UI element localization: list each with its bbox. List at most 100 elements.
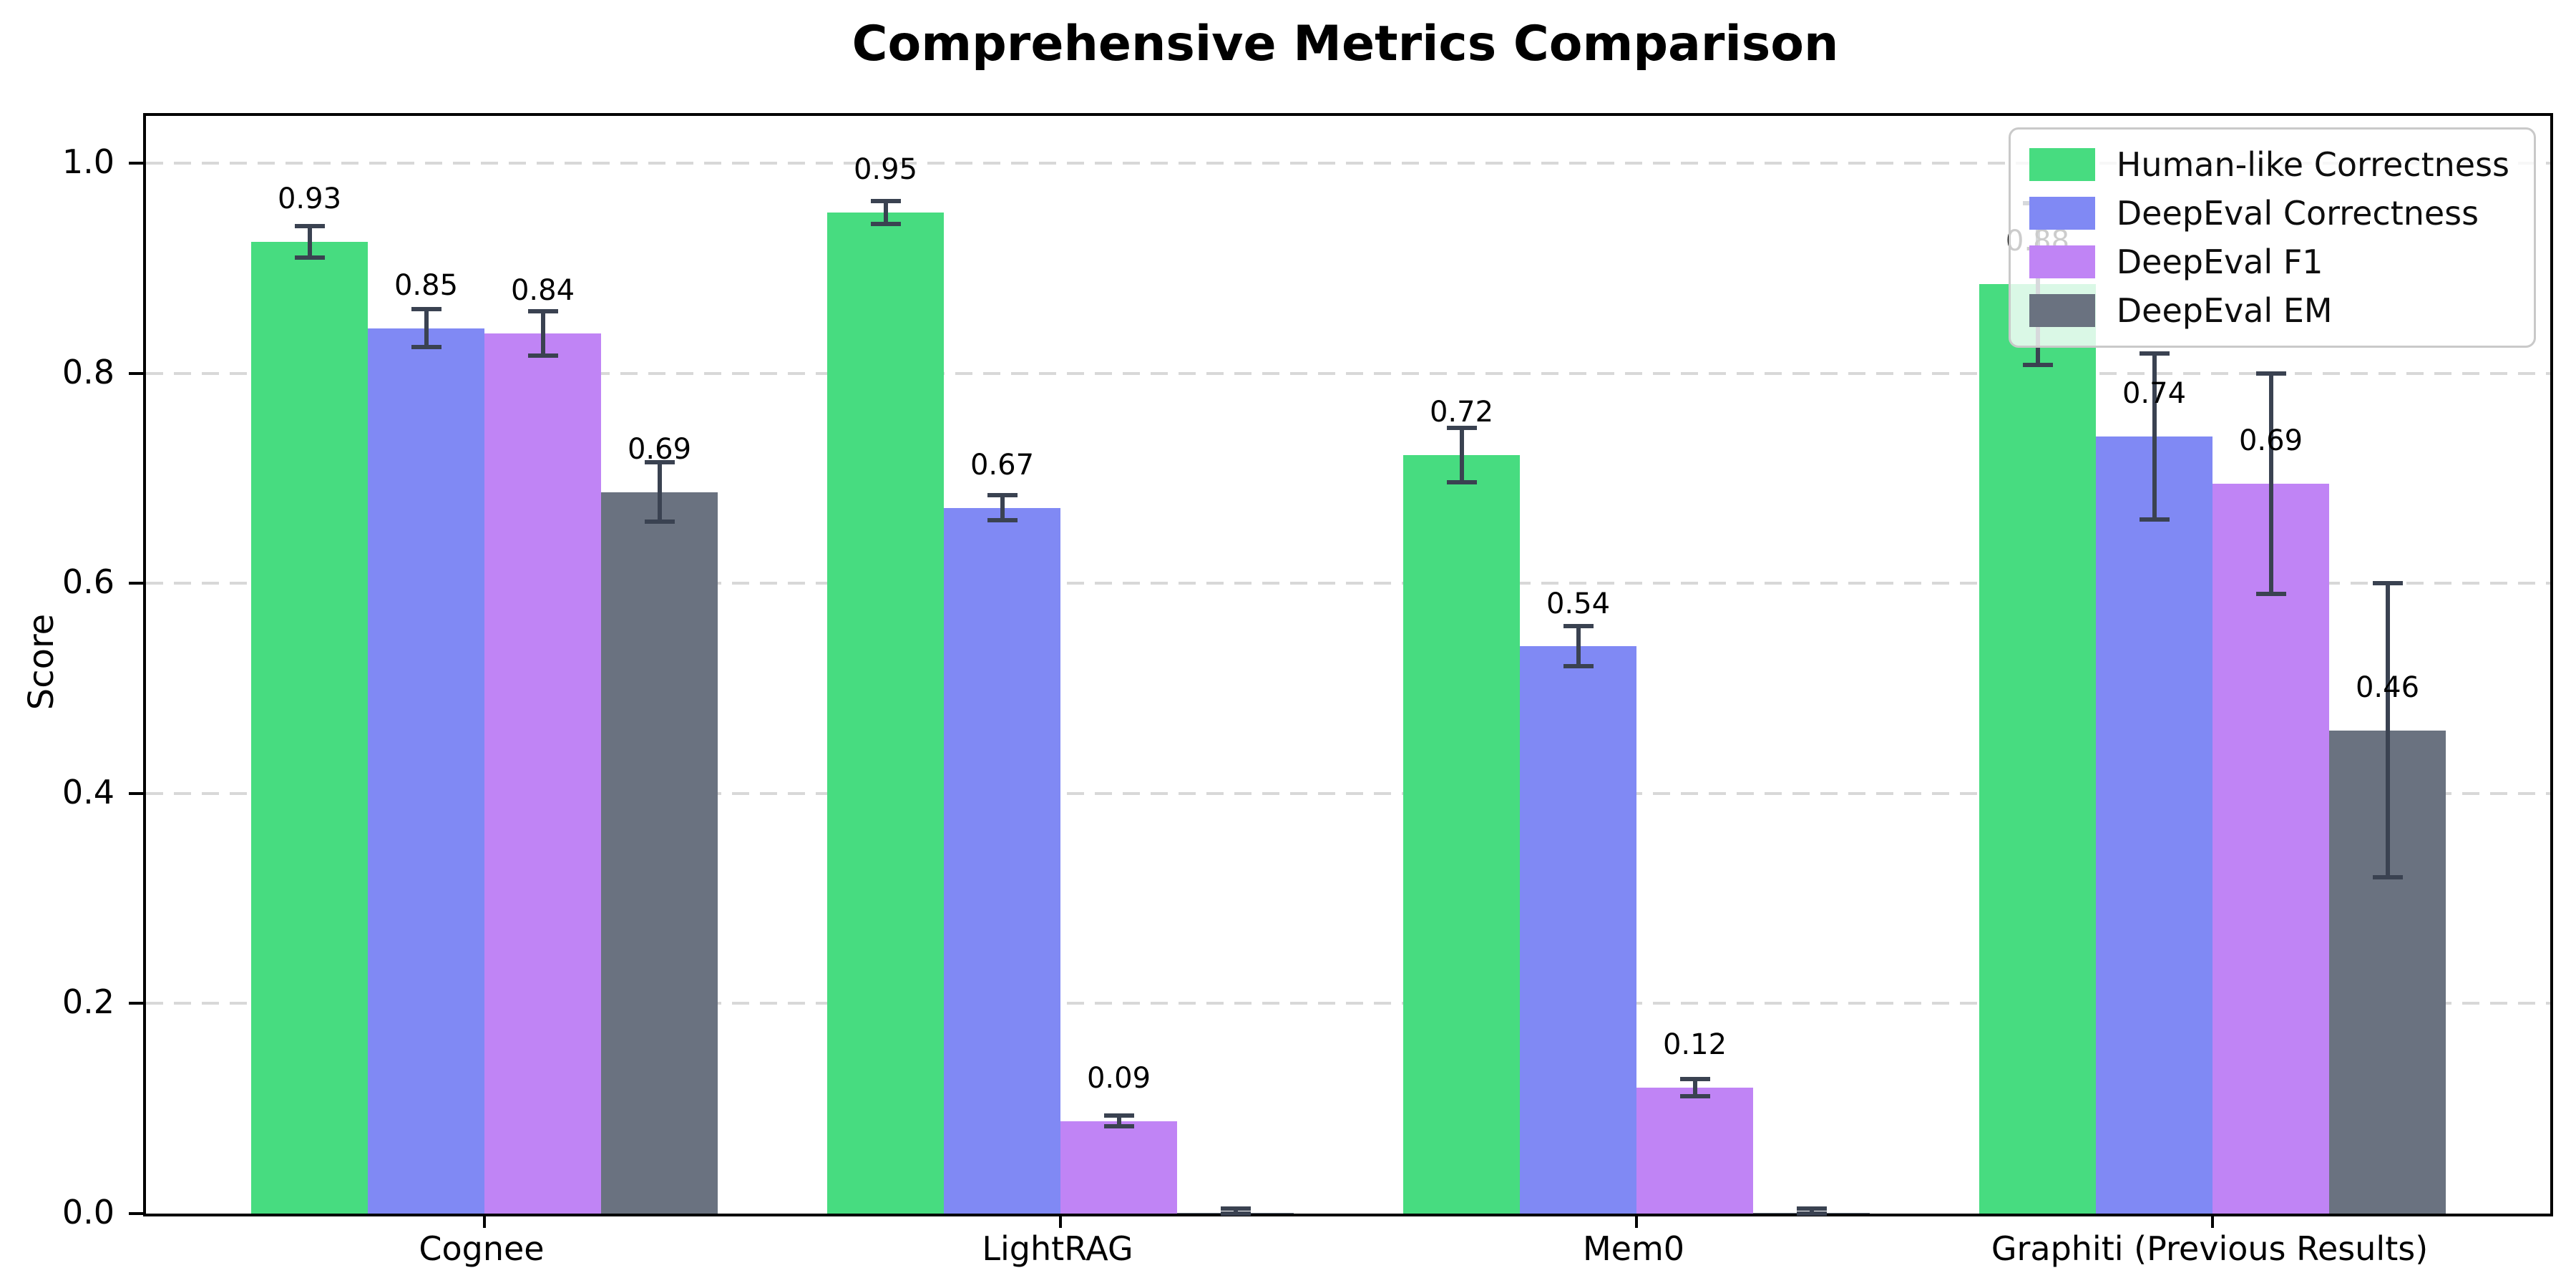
x-tick-label-1: LightRAG	[982, 1229, 1133, 1268]
x-tick-label-0: Cognee	[419, 1229, 545, 1268]
error-bar-line-3-1	[1233, 1208, 1238, 1214]
error-bar-cap-bottom-2-0	[527, 353, 558, 358]
plot-area: 0.930.950.720.880.850.670.540.740.840.09…	[129, 113, 2553, 1228]
error-bar-line-3-3	[2385, 583, 2390, 878]
error-bar-line-1-1	[1000, 494, 1005, 521]
legend-item-1: DeepEval Correctness	[2029, 194, 2509, 233]
gridline-1.0	[146, 162, 2550, 165]
bar-0-3	[1979, 283, 2096, 1214]
legend-item-2: DeepEval F1	[2029, 243, 2509, 281]
error-bar-cap-top-1-1	[987, 492, 1018, 497]
value-label-1-0: 0.85	[394, 268, 459, 302]
x-tick-mark-0	[483, 1214, 486, 1228]
error-bar-cap-bottom-1-1	[987, 518, 1018, 523]
legend: Human-like Correctness DeepEval Correctne…	[2008, 127, 2536, 348]
error-bar-cap-bottom-3-1	[1220, 1211, 1251, 1216]
error-bar-line-0-2	[1459, 427, 1464, 483]
legend-item-0: Human-like Correctness	[2029, 145, 2509, 184]
error-bar-line-1-0	[424, 309, 429, 347]
gridline-0.8	[146, 371, 2550, 375]
error-bar-cap-bottom-1-0	[411, 344, 441, 349]
y-tick-label-0.4: 0.4	[62, 772, 114, 811]
value-label-3-3: 0.46	[2355, 671, 2420, 705]
error-bar-cap-top-3-3	[2372, 581, 2403, 586]
y-tick-mark-1.0	[129, 162, 143, 165]
value-label-2-2: 0.12	[1662, 1028, 1727, 1062]
value-label-2-0: 0.84	[510, 274, 575, 308]
bar-3-0	[601, 492, 718, 1214]
legend-swatch-2	[2029, 245, 2095, 278]
bar-1-2	[1520, 646, 1636, 1214]
bar-2-2	[1636, 1087, 1753, 1214]
x-tick-mark-3	[2211, 1214, 2214, 1228]
value-label-0-2: 0.72	[1429, 396, 1494, 429]
bar-1-0	[368, 328, 484, 1214]
gridline-0.2	[146, 1002, 2550, 1005]
error-bar-cap-bottom-3-2	[1796, 1211, 1827, 1216]
y-tick-label-0.0: 0.0	[62, 1193, 114, 1231]
error-bar-cap-bottom-0-2	[1446, 480, 1477, 485]
error-bar-line-3-2	[1809, 1208, 1814, 1214]
value-label-1-1: 0.67	[970, 448, 1035, 482]
error-bar-line-0-0	[307, 226, 312, 258]
y-tick-label-0.6: 0.6	[62, 562, 114, 602]
x-tick-mark-2	[1635, 1214, 1638, 1228]
error-bar-cap-bottom-1-3	[2139, 517, 2170, 522]
error-bar-cap-bottom-3-0	[644, 519, 675, 524]
error-bar-line-1-2	[1576, 626, 1581, 667]
error-bar-cap-bottom-2-1	[1103, 1124, 1134, 1129]
bar-2-1	[1060, 1121, 1177, 1214]
x-tick-mark-1	[1059, 1214, 1062, 1228]
x-tick-label-2: Mem0	[1582, 1229, 1685, 1268]
error-bar-cap-bottom-0-0	[294, 255, 325, 260]
y-tick-mark-0.2	[129, 1002, 143, 1005]
error-bar-cap-bottom-3-3	[2372, 875, 2403, 880]
error-bar-cap-bottom-2-2	[1679, 1093, 1710, 1098]
bar-1-1	[944, 507, 1060, 1214]
legend-swatch-0	[2029, 148, 2095, 181]
error-bar-cap-top-1-2	[1563, 624, 1594, 629]
legend-item-3: DeepEval EM	[2029, 291, 2509, 330]
bar-0-1	[827, 213, 944, 1214]
error-bar-cap-top-1-3	[2139, 351, 2170, 356]
y-tick-mark-0.0	[129, 1212, 143, 1215]
value-label-3-0: 0.69	[627, 432, 692, 466]
bar-1-3	[2096, 436, 2212, 1214]
legend-label-2: DeepEval F1	[2116, 243, 2323, 281]
legend-label-3: DeepEval EM	[2116, 291, 2333, 330]
legend-label-1: DeepEval Correctness	[2116, 194, 2479, 233]
error-bar-cap-top-2-2	[1679, 1077, 1710, 1082]
error-bar-cap-bottom-0-1	[870, 222, 901, 227]
y-axis-label: Score	[21, 613, 62, 711]
error-bar-line-2-2	[1692, 1079, 1697, 1096]
legend-swatch-3	[2029, 294, 2095, 327]
error-bar-line-1-3	[2152, 353, 2157, 519]
value-label-2-3: 0.69	[2238, 424, 2303, 458]
error-bar-cap-top-2-3	[2255, 371, 2286, 376]
y-tick-mark-0.6	[129, 582, 143, 585]
error-bar-cap-top-0-2	[1446, 425, 1477, 430]
error-bar-line-2-1	[1116, 1116, 1121, 1127]
error-bar-cap-top-3-1	[1220, 1206, 1251, 1211]
value-label-1-3: 0.74	[2122, 377, 2187, 411]
value-label-2-1: 0.09	[1086, 1062, 1151, 1096]
error-bar-cap-top-0-1	[870, 198, 901, 203]
x-tick-label-3: Graphiti (Previous Results)	[1991, 1229, 2429, 1268]
error-bar-cap-top-2-0	[527, 309, 558, 314]
error-bar-cap-top-0-0	[294, 224, 325, 229]
bar-2-3	[2212, 483, 2329, 1214]
y-tick-mark-0.8	[129, 371, 143, 375]
value-label-0-1: 0.95	[853, 153, 918, 187]
gridline-0.6	[146, 582, 2550, 585]
error-bar-cap-bottom-0-3	[2022, 362, 2053, 367]
bar-0-2	[1403, 455, 1520, 1214]
value-label-0-0: 0.93	[277, 182, 342, 216]
y-tick-label-1.0: 1.0	[62, 142, 114, 182]
error-bar-line-2-0	[540, 311, 545, 356]
error-bar-cap-top-1-0	[411, 307, 441, 312]
error-bar-cap-top-2-1	[1103, 1113, 1134, 1118]
bar-0-0	[251, 242, 368, 1214]
error-bar-line-3-0	[657, 462, 662, 522]
error-bar-cap-top-3-2	[1796, 1206, 1827, 1211]
